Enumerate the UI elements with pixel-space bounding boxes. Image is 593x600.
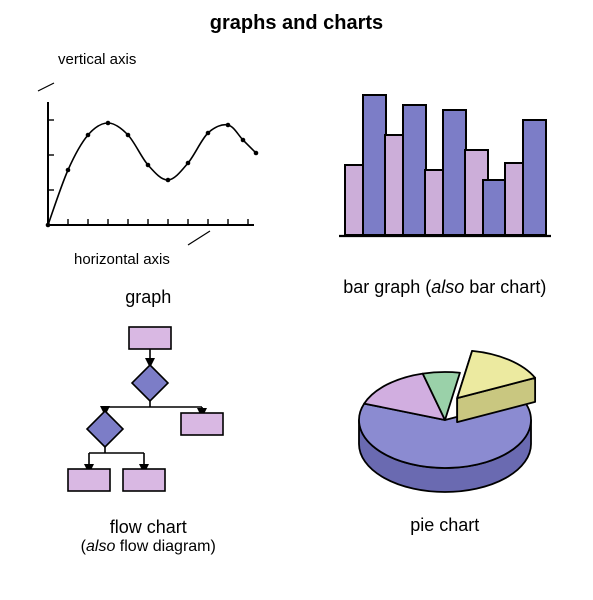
flow-chart-subcaption: (also flow diagram) xyxy=(0,538,297,556)
flow-caption-also: also xyxy=(86,538,115,555)
chart-grid: vertical axis horizontal axis graph bar … xyxy=(0,45,593,585)
bar-caption-also: also xyxy=(431,277,464,297)
bar-chart xyxy=(335,85,555,251)
horizontal-axis-label: horizontal axis xyxy=(74,251,170,268)
page-title: graphs and charts xyxy=(0,0,593,35)
vertical-axis-label: vertical axis xyxy=(58,51,136,68)
flow-chart-cell: flow chart (also flow diagram) xyxy=(0,315,297,585)
line-graph-caption: graph xyxy=(0,287,297,308)
bar-chart-caption: bar graph (also bar chart) xyxy=(297,277,593,298)
pie-chart-cell: pie chart xyxy=(297,315,593,585)
pie-chart xyxy=(335,325,555,505)
pie-chart-caption: pie chart xyxy=(297,515,593,536)
flow-chart xyxy=(43,321,253,511)
bar-caption-main: bar graph xyxy=(343,277,425,297)
flow-chart-caption: flow chart xyxy=(0,517,297,538)
line-graph xyxy=(18,75,278,255)
bar-caption-rest: bar chart) xyxy=(464,277,546,297)
line-graph-cell: vertical axis horizontal axis graph xyxy=(0,45,297,315)
bar-chart-cell: bar graph (also bar chart) xyxy=(297,45,593,315)
flow-caption-rest: flow diagram) xyxy=(115,538,215,555)
